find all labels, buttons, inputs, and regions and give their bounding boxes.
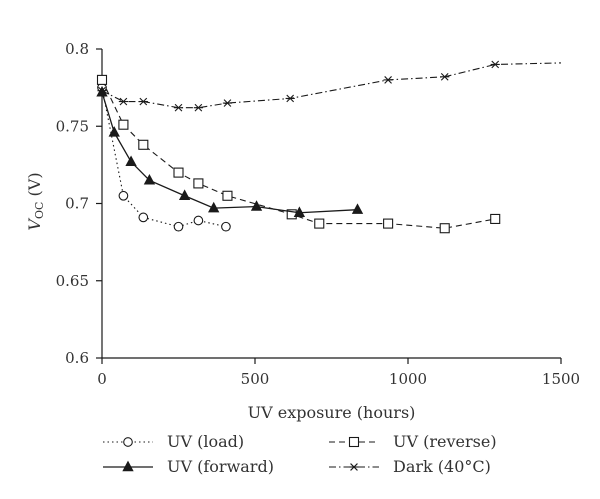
data-point xyxy=(108,126,120,137)
data-point xyxy=(138,212,149,223)
legend-swatch-marker xyxy=(349,463,359,471)
data-point xyxy=(173,167,184,178)
data-point xyxy=(97,86,107,95)
legend-label: UV (reverse) xyxy=(393,432,497,451)
data-point xyxy=(440,72,450,81)
data-point xyxy=(285,94,295,103)
x-tick-label: 1500 xyxy=(542,370,580,388)
data-point xyxy=(143,173,156,185)
data-point xyxy=(222,99,233,107)
legend-swatch-marker xyxy=(122,460,134,472)
legend-item-uv-forward: UV (forward) xyxy=(103,457,274,476)
data-point xyxy=(351,203,364,214)
data-point xyxy=(193,103,203,112)
data-point xyxy=(250,200,263,211)
legend-swatch-marker xyxy=(123,437,133,447)
series-line xyxy=(101,87,227,228)
series-uv-reverse xyxy=(96,74,501,234)
data-point xyxy=(125,155,137,166)
legend: UV (load) UV (reverse) UV (forward) Dark (4… xyxy=(103,432,497,476)
data-point xyxy=(118,190,129,201)
y-tick-label: 0.8 xyxy=(65,40,89,58)
series-layer xyxy=(96,60,562,234)
series-line xyxy=(101,62,562,109)
data-point xyxy=(193,215,204,226)
data-point xyxy=(490,213,501,224)
y-tick-label: 0.7 xyxy=(65,195,89,213)
x-tick-label: 1000 xyxy=(389,370,427,388)
series-dark-40-c xyxy=(97,60,562,112)
data-point xyxy=(439,223,450,234)
data-point xyxy=(138,97,148,106)
data-point xyxy=(490,60,500,69)
legend-item-uv-load: UV (load) xyxy=(103,432,244,451)
x-axis-label: UV exposure (hours) xyxy=(248,403,416,422)
x-tick-label: 500 xyxy=(241,370,270,388)
legend-item-uv-reverse: UV (reverse) xyxy=(329,432,497,451)
x-tick-label: 0 xyxy=(97,370,107,388)
data-point xyxy=(173,221,184,232)
axes: 0.6 0.65 0.7 0.75 0.8 0 500 1000 1500 UV exposure… xyxy=(25,40,580,422)
legend-label: UV (load) xyxy=(167,432,244,451)
y-tick-label: 0.75 xyxy=(56,117,89,135)
y-tick-label: 0.65 xyxy=(56,272,89,290)
legend-label: UV (forward) xyxy=(167,457,274,476)
data-point xyxy=(208,201,220,213)
data-point xyxy=(96,74,108,85)
y-tick-label: 0.6 xyxy=(65,349,89,367)
data-point xyxy=(383,76,393,84)
legend-item-dark-40-c: Dark (40°C) xyxy=(329,457,491,476)
data-point xyxy=(178,189,191,200)
legend-label: Dark (40°C) xyxy=(393,457,491,476)
y-axis-label: VOC (V) xyxy=(25,172,46,230)
series-line xyxy=(101,79,496,229)
data-point xyxy=(383,218,394,229)
data-point xyxy=(118,119,129,130)
legend-swatch-marker xyxy=(348,436,360,448)
data-point xyxy=(222,190,233,201)
data-point xyxy=(314,218,325,229)
data-point xyxy=(138,139,149,150)
data-point xyxy=(221,221,231,232)
data-point xyxy=(293,206,306,217)
data-point xyxy=(193,178,204,189)
data-point xyxy=(173,103,184,112)
data-point xyxy=(118,97,129,106)
